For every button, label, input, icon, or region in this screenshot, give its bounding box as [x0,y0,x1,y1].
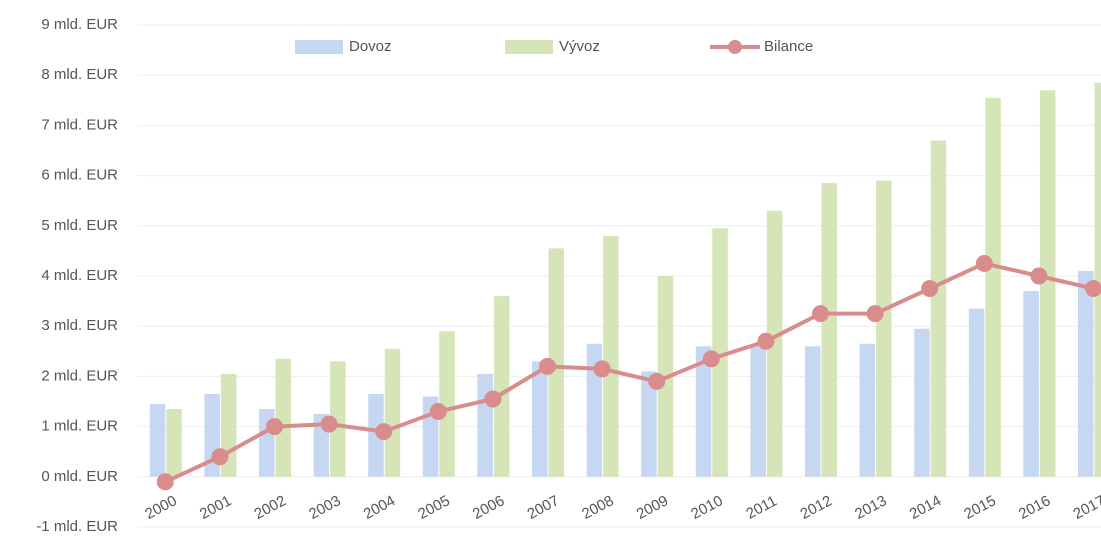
legend-marker [728,40,742,54]
bar [1023,291,1039,477]
y-tick-label: 0 mld. EUR [41,468,118,485]
x-tick-label: 2002 [252,492,289,523]
legend-label: Vývoz [559,38,600,55]
x-tick-label: 2015 [961,492,998,523]
bar [914,328,930,477]
bar [641,371,657,477]
bar [766,210,783,477]
marker [375,423,393,441]
marker [648,372,666,390]
marker [921,280,939,298]
bar [532,361,548,477]
marker [266,418,283,436]
bar [275,358,291,477]
x-tick-label: 2007 [525,492,562,523]
x-tick-label: 2010 [688,492,725,523]
legend-swatch [295,40,343,54]
y-tick-label: 3 mld. EUR [41,317,118,334]
bar [493,296,510,477]
x-tick-label: 2006 [470,492,507,523]
marker [429,403,447,421]
y-tick-label: 1 mld. EUR [41,418,118,435]
line [164,261,1094,484]
bar [166,409,182,477]
x-tick-label: 2004 [361,492,398,523]
y-tick-label: 9 mld. EUR [41,16,118,33]
bar [968,308,985,477]
legend-label: Dovoz [349,38,392,55]
legend-swatch [505,40,553,54]
bar [149,404,166,477]
y-tick-label: -1 mld. EUR [36,518,118,535]
bar [712,228,728,477]
y-tick-label: 8 mld. EUR [41,66,118,83]
bar [1078,270,1094,477]
bar [1094,82,1101,477]
bar [477,373,493,477]
marker [975,254,993,272]
bar [586,343,603,477]
bar [1039,90,1056,477]
bar [859,343,876,477]
x-tick-label: 2012 [798,492,835,523]
marker [1085,280,1101,298]
bar [876,180,892,477]
bar [750,346,766,477]
x-tick-label: 2017 [1071,492,1101,523]
bar [805,346,821,477]
x-tick-label: 2000 [142,492,179,523]
x-tick-label: 2005 [415,492,452,523]
bar [548,248,564,477]
marker [539,357,556,375]
y-tick-label: 2 mld. EUR [41,367,118,384]
marker [702,350,720,368]
x-tick-label: 2016 [1016,492,1053,523]
y-tick-label: 5 mld. EUR [41,217,118,234]
x-tick-label: 2003 [306,492,343,523]
marker [593,360,611,378]
y-tick-label: 6 mld. EUR [41,167,118,184]
bar [985,97,1001,477]
x-tick-label: 2001 [197,492,234,523]
marker [156,473,174,491]
bar [439,331,455,477]
marker [812,305,829,323]
x-tick-label: 2009 [634,492,671,523]
bar [384,348,401,477]
marker [1030,267,1048,285]
bar [821,183,837,477]
x-tick-label: 2008 [579,492,616,523]
marker [320,415,338,433]
x-tick-label: 2011 [743,492,779,522]
y-tick-label: 7 mld. EUR [41,116,118,133]
marker [484,390,502,408]
marker [757,332,775,350]
bar [603,235,619,477]
bar [368,393,384,477]
bar [930,140,947,477]
marker [211,448,229,466]
bar [330,361,346,477]
legend-label: Bilance [764,38,813,55]
x-tick-label: 2013 [852,492,889,523]
bar [695,346,712,477]
marker [866,305,884,323]
y-tick-label: 4 mld. EUR [41,267,118,284]
x-tick-label: 2014 [907,492,944,523]
